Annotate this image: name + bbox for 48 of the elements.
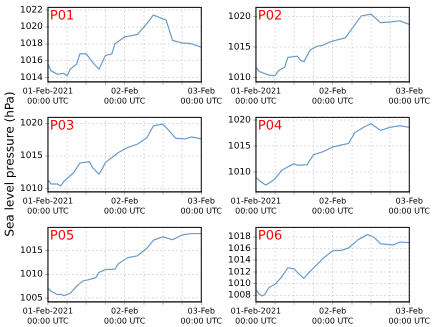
y-tick-label: 1015 xyxy=(20,246,43,256)
x-tick-label: 03-Feb 00:00 UTC xyxy=(388,196,430,216)
y-tick-label: 1020 xyxy=(20,118,44,129)
y-tick-label: 1010 xyxy=(228,72,252,83)
y-tick-label: 1010 xyxy=(20,270,44,280)
x-tick-label: 02-Feb 00:00 UTC xyxy=(104,306,146,326)
y-tick-label: 1008 xyxy=(228,290,252,301)
x-tick-label: 02-Feb 00:00 UTC xyxy=(312,86,354,106)
y-tick-label: 1022 xyxy=(20,5,43,16)
x-tick-label: 01-Feb-2021 00:00 UTC xyxy=(22,306,74,326)
x-tick-label: 01-Feb-2021 00:00 UTC xyxy=(230,196,282,216)
x-tick-label: 03-Feb 00:00 UTC xyxy=(388,86,430,106)
y-tick-label: 1014 xyxy=(228,256,252,266)
chart-title: P01 xyxy=(50,8,74,24)
y-tick-label: 1020 xyxy=(20,22,44,32)
y-tick-label: 1015 xyxy=(20,151,43,162)
chart-title: P03 xyxy=(50,118,74,134)
x-tick-label: 03-Feb 00:00 UTC xyxy=(180,196,222,216)
x-tick-label: 03-Feb 00:00 UTC xyxy=(180,306,222,326)
x-tick-label: 01-Feb-2021 00:00 UTC xyxy=(230,306,282,326)
x-tick-label: 02-Feb 00:00 UTC xyxy=(312,306,354,326)
y-tick-label: 1010 xyxy=(228,167,252,178)
chart-title: P05 xyxy=(50,228,74,244)
x-tick-label: 02-Feb 00:00 UTC xyxy=(312,196,354,216)
y-tick-label: 1016 xyxy=(228,244,252,254)
y-tick-label: 1005 xyxy=(20,293,43,304)
x-tick-label: 01-Feb-2021 00:00 UTC xyxy=(22,196,74,216)
y-tick-label: 1020 xyxy=(228,115,252,126)
x-tick-label: 03-Feb 00:00 UTC xyxy=(388,306,430,326)
y-tick-label: 1020 xyxy=(228,12,252,22)
y-tick-label: 1016 xyxy=(20,56,44,66)
y-tick-label: 1015 xyxy=(228,42,251,52)
y-tick-label: 1015 xyxy=(228,141,251,152)
x-tick-label: 02-Feb 00:00 UTC xyxy=(104,196,146,216)
x-tick-label: 02-Feb 00:00 UTC xyxy=(104,86,146,106)
y-tick-label: 1010 xyxy=(20,184,44,194)
y-tick-label: 1018 xyxy=(228,232,252,242)
y-axis-title: Sea level pressure (hPa) xyxy=(2,91,16,237)
x-tick-label: 03-Feb 00:00 UTC xyxy=(180,86,222,106)
y-tick-label: 1018 xyxy=(20,39,44,50)
chart-title: P04 xyxy=(258,118,282,134)
y-tick-label: 1012 xyxy=(228,267,251,278)
x-tick-label: 01-Feb-2021 00:00 UTC xyxy=(22,86,74,106)
chart-title: P02 xyxy=(258,8,282,24)
x-tick-label: 01-Feb-2021 00:00 UTC xyxy=(230,86,282,106)
chart-title: P06 xyxy=(258,228,282,244)
y-tick-label: 1014 xyxy=(20,72,44,83)
y-tick-label: 1010 xyxy=(228,278,252,289)
